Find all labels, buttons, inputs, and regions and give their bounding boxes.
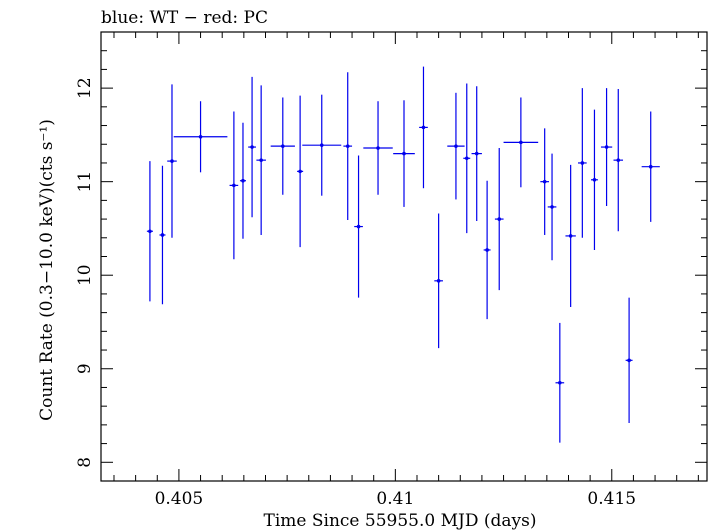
point-marker xyxy=(519,140,523,145)
data-point xyxy=(600,88,613,206)
point-marker xyxy=(485,248,489,252)
data-point xyxy=(146,161,153,302)
y-tick-label: 12 xyxy=(75,77,95,99)
data-point xyxy=(393,100,415,207)
data-point xyxy=(434,213,443,349)
data-point xyxy=(419,66,428,189)
axis-ticks xyxy=(101,31,707,481)
point-marker xyxy=(616,158,621,162)
y-axis-label: Count Rate (0.3−10.0 keV)(cts s⁻¹) xyxy=(37,119,57,421)
data-point xyxy=(159,165,166,305)
point-marker xyxy=(464,156,469,161)
data-points xyxy=(146,66,660,443)
point-marker xyxy=(436,279,441,283)
y-tick-label: 8 xyxy=(75,457,95,468)
data-point xyxy=(613,89,624,232)
y-tick-label: 11 xyxy=(75,171,95,193)
point-marker xyxy=(319,143,324,147)
point-marker xyxy=(198,134,203,139)
data-point xyxy=(565,164,576,308)
data-point xyxy=(270,97,295,195)
point-marker xyxy=(627,358,631,363)
data-point xyxy=(354,155,363,298)
data-point xyxy=(590,109,598,250)
point-marker xyxy=(376,146,380,150)
data-point xyxy=(363,101,393,195)
chart-title: blue: WT − red: PC xyxy=(101,8,268,28)
x-tick-label: 0.41 xyxy=(376,489,414,509)
point-marker xyxy=(580,161,585,165)
point-marker xyxy=(402,151,406,156)
point-marker xyxy=(250,145,254,149)
data-point xyxy=(256,85,266,235)
axis-tick-labels: 0.405 0.41 0.415 8 9 10 11 12 xyxy=(75,77,636,509)
point-marker xyxy=(648,164,653,169)
y-tick-label: 9 xyxy=(75,363,95,374)
data-point xyxy=(471,86,482,221)
point-marker xyxy=(281,144,285,148)
data-point xyxy=(229,111,239,260)
point-marker xyxy=(592,177,597,182)
point-marker xyxy=(474,151,479,156)
point-marker xyxy=(558,380,562,385)
data-point xyxy=(641,111,660,222)
point-marker xyxy=(232,183,236,188)
data-point xyxy=(503,97,539,188)
data-point xyxy=(239,122,247,239)
x-axis-label: Time Since 55955.0 MJD (days) xyxy=(264,511,537,531)
point-marker xyxy=(170,159,174,163)
data-point xyxy=(547,153,557,261)
point-marker xyxy=(421,125,426,130)
x-tick-label: 0.405 xyxy=(155,489,204,509)
data-point xyxy=(578,88,587,238)
point-marker xyxy=(241,178,245,183)
plot-frame xyxy=(100,31,708,482)
point-marker xyxy=(568,234,573,238)
point-marker xyxy=(356,224,361,229)
data-point xyxy=(248,76,256,218)
point-marker xyxy=(604,145,609,149)
point-marker xyxy=(454,144,458,148)
data-point xyxy=(483,180,491,320)
data-point xyxy=(555,322,565,443)
point-marker xyxy=(345,144,350,148)
data-point xyxy=(343,72,353,221)
point-marker xyxy=(542,179,547,184)
point-marker xyxy=(550,205,554,209)
data-point xyxy=(625,297,633,424)
data-point xyxy=(297,95,304,248)
data-point xyxy=(167,84,177,238)
data-point xyxy=(447,92,465,200)
data-point xyxy=(173,101,228,173)
data-point xyxy=(540,128,550,235)
point-marker xyxy=(497,217,502,221)
point-marker xyxy=(160,233,165,237)
point-marker xyxy=(259,158,263,162)
data-point xyxy=(463,83,471,234)
y-tick-label: 10 xyxy=(75,264,95,286)
data-point xyxy=(494,147,504,291)
point-marker xyxy=(148,229,152,234)
point-marker xyxy=(298,169,302,174)
data-point xyxy=(302,94,342,196)
x-tick-label: 0.415 xyxy=(587,489,636,509)
